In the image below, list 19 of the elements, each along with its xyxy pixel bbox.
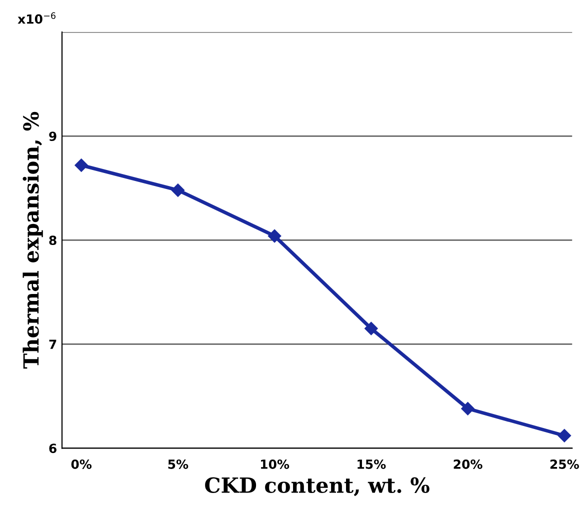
- point: [171, 184, 185, 197]
- y-tick-label: 9: [49, 132, 56, 142]
- x-axis-title: CKD content, wt. %: [205, 477, 430, 496]
- point: [74, 158, 88, 172]
- x-tick-label: 5%: [168, 459, 188, 469]
- x-tick-label: 20%: [454, 459, 482, 469]
- point: [268, 229, 282, 243]
- y-tick-label: 8: [49, 236, 56, 246]
- x-tick-label: 0%: [71, 459, 92, 469]
- y-tick-label: 7: [49, 340, 56, 349]
- text: x10$^{−6}$: [18, 12, 56, 24]
- x-tick-label: 15%: [358, 459, 386, 469]
- point: [558, 429, 571, 442]
- x-tick-label: 10%: [261, 459, 290, 469]
- y-tick-label: 6: [49, 444, 56, 454]
- point: [364, 322, 378, 336]
- y-axis-title: Thermal expansion, %: [22, 112, 43, 369]
- point: [461, 402, 474, 416]
- x-tick-label: 25%: [550, 459, 579, 469]
